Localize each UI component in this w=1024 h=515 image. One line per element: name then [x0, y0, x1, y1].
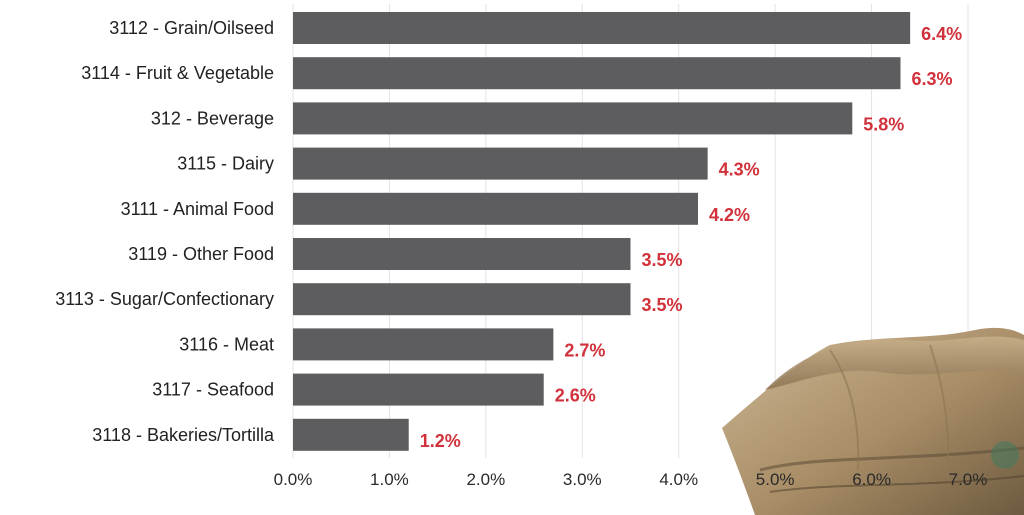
value-labels: 6.4% 6.3% 5.8% 4.3% 4.2% 3.5% 3.5% 2.7% 2.6% 1.2%: [420, 24, 962, 451]
category-label: 3114 - Fruit & Vegetable: [81, 63, 274, 83]
category-label: 3113 - Sugar/Confectionary: [55, 289, 274, 309]
bar: [293, 328, 554, 361]
category-label: 3116 - Meat: [179, 334, 274, 354]
value-label: 3.5%: [642, 295, 683, 315]
x-tick-label: 6.0%: [852, 470, 891, 489]
burlap-sack-photo: [722, 327, 1024, 515]
bar: [293, 147, 708, 180]
value-label: 6.4%: [921, 24, 962, 44]
value-label: 4.2%: [709, 205, 750, 225]
category-label: 312 - Beverage: [151, 108, 274, 128]
category-labels: 3112 - Grain/Oilseed 3114 - Fruit & Veget…: [55, 18, 275, 445]
x-tick-label: 0.0%: [274, 470, 313, 489]
value-label: 2.7%: [564, 340, 605, 360]
bar: [293, 102, 853, 135]
category-label: 3118 - Bakeries/Tortilla: [92, 425, 275, 445]
bar: [293, 238, 631, 270]
value-label: 3.5%: [642, 250, 683, 270]
bar: [293, 192, 698, 225]
x-axis-tick-labels: 0.0% 1.0% 2.0% 3.0% 4.0% 5.0% 6.0% 7.0%: [274, 470, 988, 489]
category-label: 3117 - Seafood: [152, 380, 274, 400]
bar: [293, 418, 409, 451]
x-tick-label: 1.0%: [370, 470, 409, 489]
value-label: 1.2%: [420, 431, 461, 451]
x-tick-label: 2.0%: [466, 470, 505, 489]
bars: [293, 12, 911, 451]
x-tick-label: 7.0%: [949, 470, 988, 489]
category-label: 3119 - Other Food: [128, 244, 274, 264]
bar: [293, 57, 901, 90]
category-label: 3115 - Dairy: [177, 154, 274, 174]
bar: [293, 12, 911, 44]
value-label: 4.3%: [719, 160, 760, 180]
category-label: 3111 - Animal Food: [121, 199, 274, 219]
x-tick-label: 4.0%: [659, 470, 698, 489]
x-tick-label: 3.0%: [563, 470, 602, 489]
x-tick-label: 5.0%: [756, 470, 795, 489]
bar: [293, 373, 544, 406]
value-label: 5.8%: [863, 114, 904, 134]
category-label: 3112 - Grain/Oilseed: [109, 18, 274, 38]
bar: [293, 283, 631, 316]
value-label: 6.3%: [912, 69, 953, 89]
value-label: 2.6%: [555, 386, 596, 406]
